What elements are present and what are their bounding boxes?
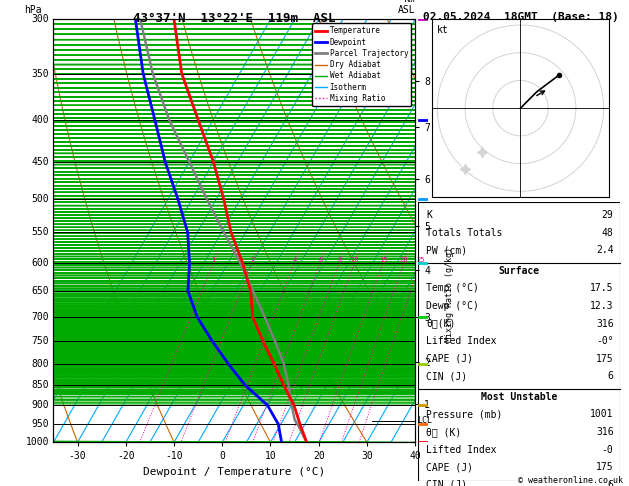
Text: CAPE (J): CAPE (J) xyxy=(426,462,474,472)
Text: 175: 175 xyxy=(596,354,613,364)
Text: Temp (°C): Temp (°C) xyxy=(426,283,479,293)
Text: 6: 6 xyxy=(608,371,613,382)
Text: LCL: LCL xyxy=(417,416,432,425)
Text: 2: 2 xyxy=(250,257,255,263)
Text: 29: 29 xyxy=(602,210,613,220)
Text: 2.4: 2.4 xyxy=(596,245,613,255)
Text: 17.5: 17.5 xyxy=(590,283,613,293)
Text: Dewp (°C): Dewp (°C) xyxy=(426,301,479,311)
Text: Lifted Index: Lifted Index xyxy=(426,336,497,346)
Text: kt: kt xyxy=(437,25,449,35)
Text: 10: 10 xyxy=(350,257,359,263)
Text: 500: 500 xyxy=(31,194,49,204)
Text: 800: 800 xyxy=(31,359,49,369)
Text: 950: 950 xyxy=(31,419,49,429)
Text: 316: 316 xyxy=(596,427,613,437)
Text: K: K xyxy=(426,210,432,220)
Text: 02.05.2024  18GMT  (Base: 18): 02.05.2024 18GMT (Base: 18) xyxy=(423,12,618,22)
Text: θᴇ (K): θᴇ (K) xyxy=(426,427,462,437)
Text: 600: 600 xyxy=(31,258,49,268)
Text: 400: 400 xyxy=(31,116,49,125)
Text: 550: 550 xyxy=(31,227,49,237)
Text: 8: 8 xyxy=(337,257,342,263)
Text: hPa: hPa xyxy=(25,5,42,15)
Text: Lifted Index: Lifted Index xyxy=(426,445,497,454)
Text: 25: 25 xyxy=(416,257,425,263)
Text: Pressure (mb): Pressure (mb) xyxy=(426,409,503,419)
Text: 12.3: 12.3 xyxy=(590,301,613,311)
Text: Mixing Ratio (g/kg): Mixing Ratio (g/kg) xyxy=(445,247,454,342)
Text: 316: 316 xyxy=(596,318,613,329)
Text: 6: 6 xyxy=(318,257,323,263)
Text: 1001: 1001 xyxy=(590,409,613,419)
Text: © weatheronline.co.uk: © weatheronline.co.uk xyxy=(518,476,623,485)
Text: 48: 48 xyxy=(602,227,613,238)
Text: 850: 850 xyxy=(31,380,49,390)
Text: Most Unstable: Most Unstable xyxy=(481,392,557,402)
Text: Totals Totals: Totals Totals xyxy=(426,227,503,238)
X-axis label: Dewpoint / Temperature (°C): Dewpoint / Temperature (°C) xyxy=(143,467,325,477)
Text: CIN (J): CIN (J) xyxy=(426,480,467,486)
Text: 900: 900 xyxy=(31,400,49,410)
Text: PW (cm): PW (cm) xyxy=(426,245,467,255)
Text: km
ASL: km ASL xyxy=(398,0,415,15)
Text: 43°37'N  13°22'E  119m  ASL: 43°37'N 13°22'E 119m ASL xyxy=(133,12,335,25)
Text: 20: 20 xyxy=(399,257,408,263)
Text: 300: 300 xyxy=(31,15,49,24)
Text: 1000: 1000 xyxy=(26,437,49,447)
Text: 700: 700 xyxy=(31,312,49,322)
Text: Surface: Surface xyxy=(498,266,540,276)
Text: 750: 750 xyxy=(31,336,49,346)
Text: 650: 650 xyxy=(31,286,49,296)
Text: -0°: -0° xyxy=(596,336,613,346)
Text: CIN (J): CIN (J) xyxy=(426,371,467,382)
Text: 350: 350 xyxy=(31,69,49,79)
Text: -0: -0 xyxy=(602,445,613,454)
Text: 175: 175 xyxy=(596,462,613,472)
Text: 450: 450 xyxy=(31,157,49,167)
Text: 4: 4 xyxy=(292,257,296,263)
Text: 1: 1 xyxy=(211,257,216,263)
Text: θᴇ(K): θᴇ(K) xyxy=(426,318,456,329)
Text: 6: 6 xyxy=(608,480,613,486)
Legend: Temperature, Dewpoint, Parcel Trajectory, Dry Adiabat, Wet Adiabat, Isotherm, Mi: Temperature, Dewpoint, Parcel Trajectory… xyxy=(312,23,411,106)
Text: 15: 15 xyxy=(379,257,387,263)
Text: CAPE (J): CAPE (J) xyxy=(426,354,474,364)
